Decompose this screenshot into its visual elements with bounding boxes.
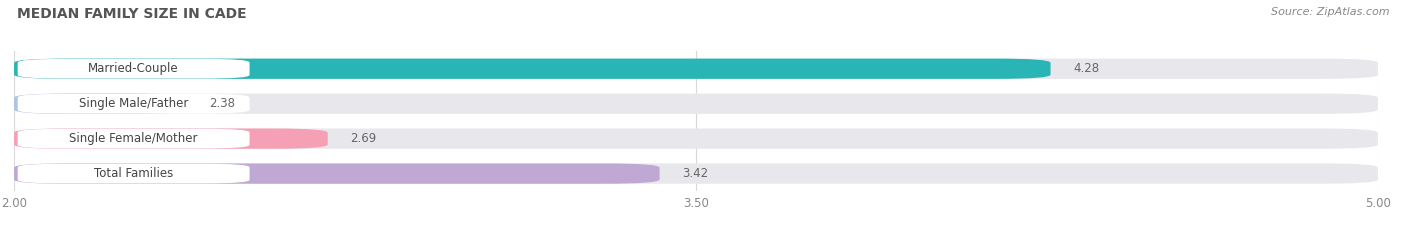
FancyBboxPatch shape xyxy=(14,93,1378,114)
Text: Total Families: Total Families xyxy=(94,167,173,180)
FancyBboxPatch shape xyxy=(18,94,249,113)
Text: Married-Couple: Married-Couple xyxy=(89,62,179,75)
FancyBboxPatch shape xyxy=(14,93,187,114)
FancyBboxPatch shape xyxy=(14,129,1378,149)
Text: 2.69: 2.69 xyxy=(350,132,377,145)
Text: 2.38: 2.38 xyxy=(209,97,236,110)
Text: 4.28: 4.28 xyxy=(1073,62,1099,75)
FancyBboxPatch shape xyxy=(18,59,249,79)
FancyBboxPatch shape xyxy=(14,59,1050,79)
Text: 3.42: 3.42 xyxy=(682,167,709,180)
FancyBboxPatch shape xyxy=(14,164,659,184)
Text: Single Male/Father: Single Male/Father xyxy=(79,97,188,110)
Text: Source: ZipAtlas.com: Source: ZipAtlas.com xyxy=(1271,7,1389,17)
Text: Single Female/Mother: Single Female/Mother xyxy=(69,132,198,145)
FancyBboxPatch shape xyxy=(18,129,249,148)
FancyBboxPatch shape xyxy=(18,164,249,183)
FancyBboxPatch shape xyxy=(14,129,328,149)
Text: MEDIAN FAMILY SIZE IN CADE: MEDIAN FAMILY SIZE IN CADE xyxy=(17,7,246,21)
FancyBboxPatch shape xyxy=(14,59,1378,79)
FancyBboxPatch shape xyxy=(14,164,1378,184)
